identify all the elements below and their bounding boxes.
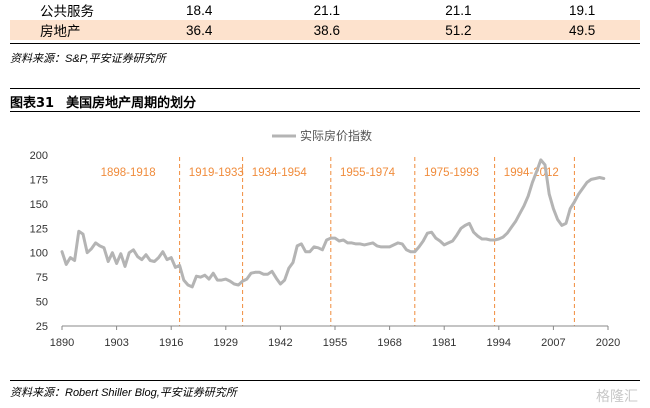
x-tick-label: 2007 — [541, 337, 565, 349]
figure-title-text: 美国房地产周期的划分 — [66, 96, 197, 111]
table-cell: 36.4 — [137, 20, 262, 40]
sector-table: 公共服务 18.4 21.1 21.1 19.1 房地产 36.4 38.6 5… — [10, 0, 640, 40]
source-note-bottom: 资料来源：Robert Shiller Blog,平安证券研究所 — [10, 387, 237, 399]
figure-number: 图表31 — [10, 96, 55, 111]
x-tick-label: 1916 — [159, 337, 183, 349]
x-tick-label: 1955 — [323, 337, 347, 349]
y-tick-label: 100 — [30, 248, 48, 260]
table-bottom-rule — [10, 43, 640, 44]
y-tick-label: 150 — [30, 199, 48, 211]
x-tick-label: 1942 — [268, 337, 292, 349]
period-markers: 1898-1918 1919-1933 1934-1954 1955-1974 1975… — [101, 157, 575, 326]
table-row-highlighted: 房地产 36.4 38.6 51.2 49.5 — [10, 20, 640, 40]
x-tick-label: 2020 — [596, 337, 620, 349]
y-tick-label: 175 — [30, 174, 48, 186]
y-tick-label: 200 — [30, 150, 48, 162]
legend: 实际房价指数 — [272, 128, 372, 143]
figure-title: 图表31 美国房地产周期的划分 — [10, 92, 196, 111]
period-label: 1975-1993 — [424, 167, 479, 179]
chart-axes: 1890 1903 1916 1929 1942 1955 1968 1981 1994 2007… — [30, 150, 621, 349]
watermark-logo: 格隆汇 — [596, 389, 638, 405]
legend-label: 实际房价指数 — [300, 128, 372, 143]
x-tick-label: 1929 — [214, 337, 238, 349]
y-tick-label: 25 — [36, 321, 48, 333]
table-cell-label: 公共服务 — [40, 4, 94, 19]
table-cell: 49.5 — [524, 20, 640, 40]
x-tick-label: 1890 — [50, 337, 74, 349]
period-label: 1919-1933 — [189, 167, 244, 179]
period-label: 1934-1954 — [252, 167, 308, 179]
table-cell: 18.4 — [186, 2, 213, 18]
x-tick-label: 1994 — [487, 337, 511, 349]
y-tick-label: 50 — [36, 297, 48, 309]
x-tick-label: 1968 — [377, 337, 401, 349]
y-tick-label: 75 — [36, 272, 48, 284]
chart-bottom-rule — [10, 380, 640, 381]
figure-top-rule — [10, 88, 640, 89]
table-cell: 21.1 — [313, 2, 340, 18]
x-tick-label: 1903 — [104, 337, 128, 349]
period-label: 1898-1918 — [101, 167, 156, 179]
table-cell: 51.2 — [392, 20, 525, 40]
table-cell-label: 房地产 — [10, 20, 138, 40]
table-cell: 19.1 — [568, 2, 596, 18]
figure-title-rule — [10, 111, 640, 112]
table-cell: 21.1 — [445, 2, 472, 18]
series-line-real-house-price-index — [60, 158, 606, 289]
y-tick-label: 125 — [30, 223, 48, 235]
table-cell: 38.6 — [261, 20, 393, 40]
x-tick-label: 1981 — [432, 337, 456, 349]
source-note-top: 资料来源：S&P,平安证券研究所 — [10, 53, 166, 65]
period-label: 1955-1974 — [340, 167, 396, 179]
period-label: 1994-2012 — [504, 167, 559, 179]
table-row: 公共服务 18.4 21.1 21.1 19.1 — [10, 0, 640, 20]
